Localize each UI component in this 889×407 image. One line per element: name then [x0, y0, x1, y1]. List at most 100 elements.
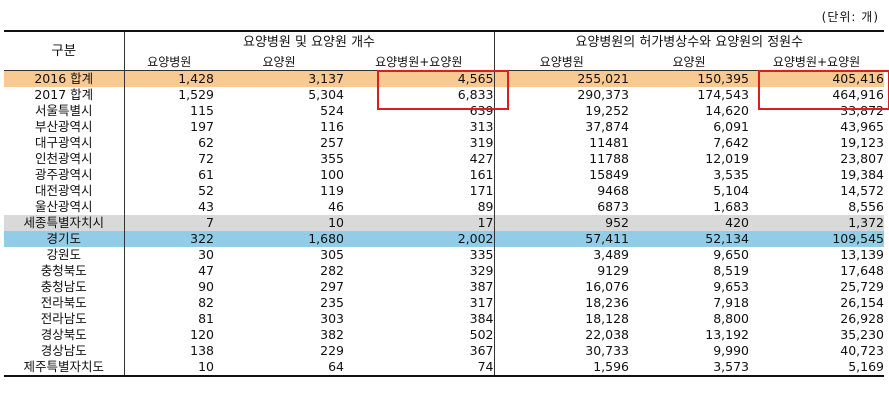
row-value-cell: 30	[198, 247, 214, 262]
row-value-cell: 9468	[493, 183, 630, 199]
row-value-cell: 12,019	[705, 151, 750, 166]
table-row: 광주광역시 61 100 161 15849 3,535 19,384	[4, 167, 884, 183]
row-value-cell: 22,038	[493, 327, 630, 343]
table-row: 제주특별자치도 10 64 74 1,596 3,573 5,169	[4, 359, 885, 377]
subheader-nursing-capacity: 요양원	[629, 54, 750, 71]
row-value-cell: 9,990	[713, 343, 750, 358]
row-value-cell: 174,543	[697, 87, 750, 102]
row-value-cell: 43,965	[840, 119, 885, 134]
row-value-cell: 4,565	[344, 70, 495, 87]
row-region-name: 서울특별시	[4, 103, 125, 119]
row-value-cell: 19,252	[493, 103, 630, 119]
row-value-cell: 47	[198, 263, 214, 278]
table-row: 경기도 322 1,680 2,002 57,411 52,134 109,545	[4, 231, 885, 247]
table-row: 충청남도 90 297 387 16,076 9,653 25,729	[4, 279, 884, 295]
row-value-cell: 100	[320, 167, 344, 182]
row-value-cell: 171	[469, 183, 494, 198]
header-group-capacity: 요양병원의 허가병상수와 요양원의 정원수	[493, 30, 885, 54]
row-value-cell: 235	[320, 295, 344, 310]
row-value-cell: 524	[320, 103, 344, 118]
row-region-name: 인천광역시	[4, 151, 125, 167]
row-value-cell: 17,648	[840, 263, 885, 278]
unit-label: (단위: 개)	[821, 10, 879, 24]
row-value-cell: 6,833	[457, 87, 494, 102]
row-value-cell: 7,918	[713, 295, 750, 310]
row-value-cell: 384	[469, 311, 494, 326]
row-value-cell: 2,002	[344, 231, 495, 247]
row-value-cell: 319	[469, 135, 494, 150]
table-row: 대전광역시 52 119 171 9468 5,104 14,572	[4, 183, 884, 199]
row-value-cell: 255,021	[493, 70, 630, 87]
row-value-cell: 322	[124, 231, 214, 247]
row-value-cell: 52	[198, 183, 214, 198]
row-value-cell: 15849	[493, 167, 630, 183]
row-region-name: 세종특별자치시	[4, 215, 125, 231]
row-value-cell: 90	[198, 279, 214, 294]
table-row: 2016 합계 1,428 3,137 4,565 255,021 150,395 405,…	[4, 70, 885, 87]
row-value-cell: 1,428	[124, 70, 214, 87]
row-value-cell: 33,872	[840, 103, 885, 118]
row-value-cell: 282	[320, 263, 344, 278]
row-value-cell: 89	[477, 199, 494, 214]
table-row: 충청북도 47 282 329 9129 8,519 17,648	[4, 263, 884, 279]
row-region-name: 강원도	[4, 247, 125, 263]
row-value-cell: 161	[469, 167, 494, 182]
table-row: 부산광역시 197 116 313 37,874 6,091 43,965	[4, 119, 884, 135]
subheader-hospital-beds: 요양병원	[493, 54, 630, 71]
row-value-cell: 30,733	[493, 343, 630, 359]
row-value-cell: 420	[629, 215, 750, 231]
row-value-cell: 82	[198, 295, 214, 310]
row-value-cell: 387	[469, 279, 494, 294]
row-value-cell: 952	[493, 215, 630, 231]
table-row: 서울특별시 115 524 639 19,252 14,620 33,872	[4, 103, 884, 119]
subheader-hospital: 요양병원	[124, 54, 214, 71]
row-value-cell: 197	[190, 119, 214, 134]
row-value-cell: 57,411	[493, 231, 630, 247]
row-value-cell: 109,545	[749, 231, 885, 247]
row-value-cell: 5,104	[713, 183, 750, 198]
table-row: 경상북도 120 382 502 22,038 13,192 35,230	[4, 327, 884, 343]
row-value-cell: 19,123	[840, 135, 885, 150]
row-value-cell: 382	[320, 327, 344, 342]
row-value-cell: 335	[469, 247, 494, 262]
table-row: 세종특별자치시 7 10 17 952 420 1,372	[4, 215, 885, 231]
row-value-cell: 11788	[493, 151, 630, 167]
row-value-cell: 18,128	[493, 311, 630, 327]
row-region-name: 충청남도	[4, 279, 125, 295]
row-value-cell: 5,169	[749, 359, 885, 377]
row-value-cell: 74	[344, 359, 495, 377]
row-value-cell: 37,874	[493, 119, 630, 135]
row-value-cell: 16,076	[493, 279, 630, 295]
row-region-name: 울산광역시	[4, 199, 125, 215]
row-value-cell: 72	[198, 151, 214, 166]
row-value-cell: 23,807	[840, 151, 885, 166]
table-row: 대구광역시 62 257 319 11481 7,642 19,123	[4, 135, 884, 151]
row-value-cell: 313	[469, 119, 494, 134]
row-value-cell: 257	[320, 135, 344, 150]
row-value-cell: 25,729	[840, 279, 885, 294]
row-region-name: 경기도	[4, 231, 125, 247]
row-value-cell: 7	[124, 215, 214, 231]
row-region-name: 전라북도	[4, 295, 125, 311]
facility-table: 구분 요양병원 및 요양원 개수 요양병원의 허가병상수와 요양원의 정원수 요…	[4, 30, 885, 377]
row-value-cell: 1,372	[749, 215, 885, 231]
header-group-row: 구분 요양병원 및 요양원 개수 요양병원의 허가병상수와 요양원의 정원수	[4, 30, 885, 71]
row-value-cell: 13,192	[705, 327, 750, 342]
table-row: 인천광역시 72 355 427 11788 12,019 23,807	[4, 151, 884, 167]
row-value-cell: 290,373	[493, 87, 630, 103]
row-value-cell: 18,236	[493, 295, 630, 311]
row-region-name: 2016 합계	[4, 70, 125, 87]
row-value-cell: 150,395	[629, 70, 750, 87]
row-value-cell: 26,154	[840, 295, 885, 310]
row-value-cell: 367	[469, 343, 494, 358]
row-value-cell: 9129	[493, 263, 630, 279]
table-row: 강원도 30 305 335 3,489 9,650 13,139	[4, 247, 884, 263]
row-value-cell: 138	[190, 343, 214, 358]
header-gubun: 구분	[4, 30, 125, 71]
row-value-cell: 5,304	[308, 87, 344, 102]
row-value-cell: 10	[124, 359, 214, 377]
row-region-name: 광주광역시	[4, 167, 125, 183]
row-value-cell: 17	[344, 215, 495, 231]
table-row: 전라남도 81 303 384 18,128 8,800 26,928	[4, 311, 884, 327]
row-region-name: 제주특별자치도	[4, 359, 125, 377]
